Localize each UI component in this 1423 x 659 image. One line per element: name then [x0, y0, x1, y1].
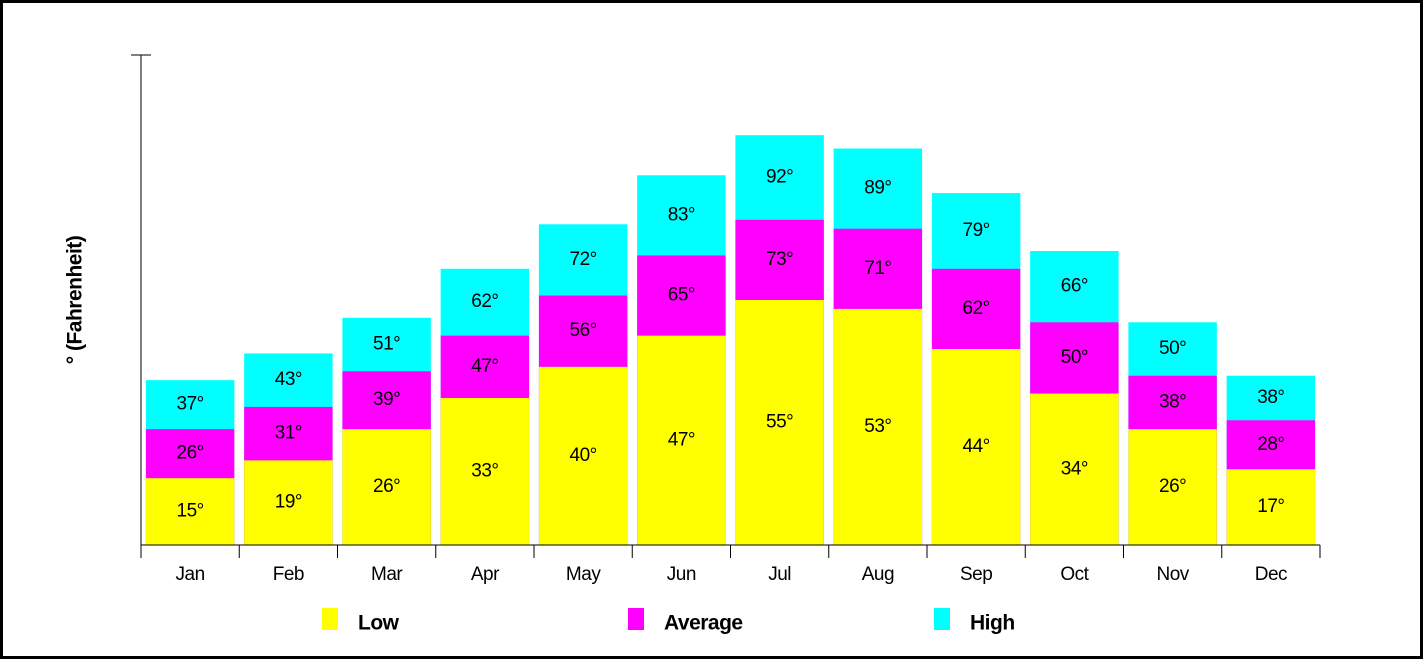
value-label: 15° [177, 501, 204, 522]
value-label: 83° [668, 204, 695, 225]
value-label: 55° [766, 412, 793, 433]
value-label: 40° [570, 445, 597, 466]
x-tick-label: Jul [768, 564, 791, 585]
x-tick-label: Oct [1060, 564, 1089, 585]
value-label: 28° [1257, 434, 1284, 455]
value-label: 89° [864, 178, 891, 199]
value-label: 53° [864, 416, 891, 437]
value-label: 73° [766, 249, 793, 270]
value-label: 47° [471, 356, 498, 377]
x-tick-label: Feb [273, 564, 304, 585]
value-label: 72° [570, 249, 597, 270]
x-tick-label: Jun [667, 564, 696, 585]
value-label: 47° [668, 429, 695, 450]
bar [1226, 469, 1316, 545]
bar [538, 366, 628, 545]
x-tick-label: Dec [1255, 564, 1287, 585]
value-label: 38° [1257, 387, 1284, 408]
value-label: 92° [766, 167, 793, 188]
legend-label: Low [358, 612, 400, 635]
value-label: 38° [1159, 391, 1186, 412]
legend-label: Average [664, 612, 743, 635]
bar [1030, 393, 1119, 545]
value-label: 31° [275, 423, 302, 444]
bar [342, 429, 431, 545]
x-tick-label: Aug [862, 564, 894, 585]
bar [145, 478, 235, 545]
value-label: 33° [471, 461, 498, 482]
value-label: 50° [1061, 347, 1088, 368]
value-label: 34° [1061, 458, 1088, 479]
value-label: 39° [373, 389, 400, 410]
value-label: 19° [275, 492, 302, 513]
x-tick-label: Sep [960, 564, 992, 585]
value-label: 65° [668, 285, 695, 306]
x-tick-label: Nov [1156, 564, 1189, 585]
value-label: 51° [373, 334, 400, 355]
value-label: 37° [177, 394, 204, 415]
value-label: 62° [471, 291, 498, 312]
value-label: 17° [1257, 496, 1284, 517]
value-label: 56° [570, 320, 597, 341]
value-label: 26° [177, 443, 204, 464]
legend-label: High [970, 612, 1015, 635]
value-label: 26° [1159, 476, 1186, 497]
value-label: 43° [275, 369, 302, 390]
bar [637, 335, 726, 545]
x-tick-label: Mar [371, 564, 403, 585]
value-label: 66° [1061, 276, 1088, 297]
value-label: 50° [1159, 338, 1186, 359]
legend-swatch [628, 608, 644, 630]
value-label: 79° [963, 220, 990, 241]
bar [735, 300, 824, 545]
legend-swatch [934, 608, 950, 630]
bar [1128, 429, 1217, 545]
value-label: 44° [963, 436, 990, 457]
bar [833, 308, 923, 545]
x-tick-label: Apr [471, 564, 500, 585]
value-label: 71° [864, 258, 891, 279]
x-tick-label: May [566, 564, 601, 585]
legend-swatch [322, 608, 338, 630]
x-tick-label: Jan [176, 564, 205, 585]
bar [440, 398, 530, 545]
bar [931, 349, 1021, 545]
bar [244, 460, 333, 545]
value-label: 26° [373, 476, 400, 497]
value-label: 62° [963, 298, 990, 319]
y-axis-label: ° (Fahrenheit) [64, 236, 87, 365]
